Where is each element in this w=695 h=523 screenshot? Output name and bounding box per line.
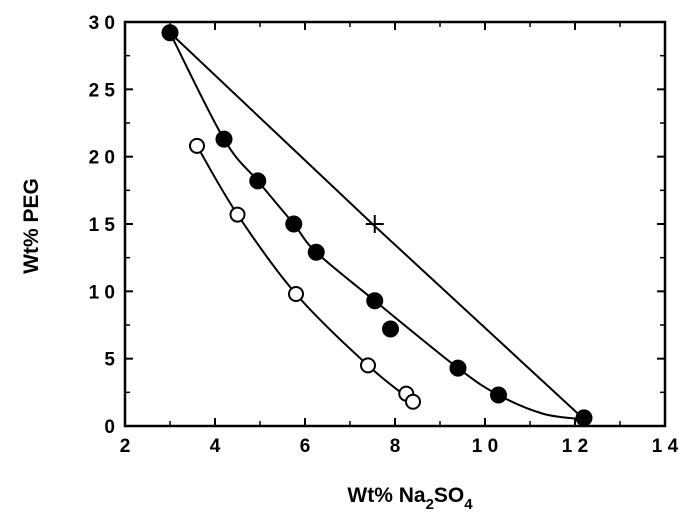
open-data-point [360, 357, 376, 374]
x-tick-label: 1 4 [652, 436, 679, 457]
y-axis-title: Wt% PEG [20, 178, 43, 274]
x-tick-label: 1 2 [562, 436, 588, 457]
filled-data-point [307, 243, 325, 261]
filled-data-point [161, 24, 179, 42]
x-tick-label: 2 [120, 436, 131, 457]
filled-data-point [490, 386, 507, 404]
x-tick-label: 4 [210, 436, 221, 457]
open-data-point [189, 137, 205, 154]
x-axis-title-sub2: 4 [464, 496, 473, 513]
open-data-point [288, 286, 304, 303]
open-data-point [229, 206, 246, 223]
y-tick-label: 3 0 [89, 13, 115, 34]
x-tick-label: 6 [300, 436, 311, 457]
tie-line [169, 32, 585, 421]
x-axis-title-sub1: 2 [426, 496, 434, 513]
y-tick-label: 1 0 [89, 282, 115, 303]
x-tick-label: 8 [390, 436, 401, 457]
y-tick-label: 5 [104, 350, 115, 371]
series-1-curve [169, 32, 585, 421]
filled-data-point [285, 215, 303, 233]
filled-data-point [575, 409, 593, 427]
x-axis-title: Wt% Na2SO4 [347, 484, 473, 513]
filled-data-point [249, 172, 267, 190]
open-data-point [405, 393, 421, 410]
y-tick-label: 2 0 [89, 148, 115, 169]
y-tick-label: 1 5 [89, 215, 116, 236]
filled-data-point [382, 320, 399, 338]
filled-data-point [215, 130, 233, 148]
x-axis-title-mid: SO [434, 484, 464, 507]
y-tick-label: 2 5 [89, 80, 116, 101]
x-axis-title-main: Wt% Na [347, 484, 425, 507]
plot-frame [123, 20, 667, 428]
plot-area: 2 4 6 8 1 0 1 2 1 4 0 5 1 0 1 5 2 0 2 5 3 0 [89, 13, 679, 457]
y-tick-label: 0 [104, 417, 115, 438]
series-2-curve [196, 145, 414, 403]
filled-data-point [449, 359, 467, 377]
filled-data-point [366, 292, 384, 310]
x-tick-label: 1 0 [472, 436, 498, 457]
